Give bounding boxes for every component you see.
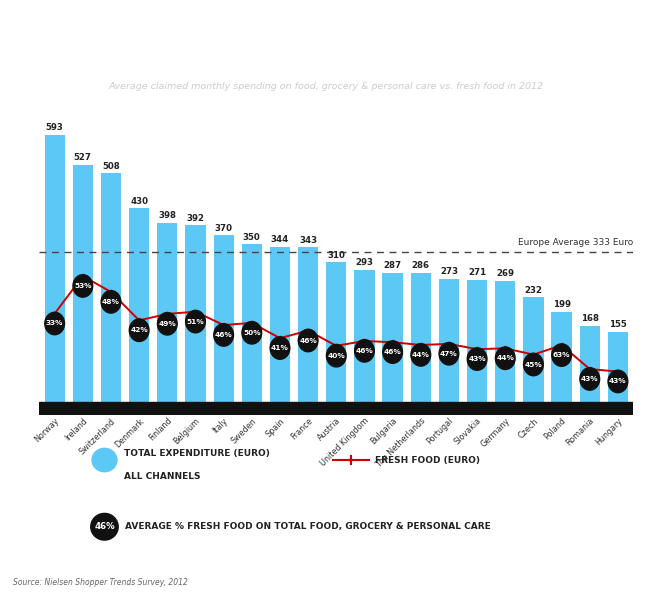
Text: 593: 593 — [46, 124, 63, 132]
Ellipse shape — [298, 329, 318, 352]
Bar — [326, 262, 347, 401]
Text: 155: 155 — [609, 320, 627, 329]
Text: 430: 430 — [130, 197, 148, 206]
Text: 46%: 46% — [299, 337, 317, 343]
Text: 43%: 43% — [609, 378, 627, 384]
Text: 199: 199 — [552, 300, 571, 309]
Bar — [355, 270, 375, 401]
Text: 63%: 63% — [553, 352, 570, 358]
Bar — [157, 223, 178, 401]
Text: 269: 269 — [496, 269, 515, 278]
Text: 46%: 46% — [215, 332, 232, 338]
Text: 46%: 46% — [384, 349, 402, 355]
Text: 40%: 40% — [327, 353, 345, 359]
Text: Europe Average 333 Euro: Europe Average 333 Euro — [518, 238, 633, 247]
Ellipse shape — [552, 344, 571, 366]
Bar — [523, 297, 543, 401]
Ellipse shape — [157, 312, 177, 335]
Bar — [467, 280, 487, 401]
Bar — [185, 225, 206, 401]
Text: 293: 293 — [355, 258, 374, 267]
Text: FRESH FOOD REPRESENTS 46% OF FOOD, GROCERY AND: FRESH FOOD REPRESENTS 46% OF FOOD, GROCE… — [114, 22, 539, 35]
Bar — [580, 326, 600, 401]
Text: 344: 344 — [271, 235, 289, 244]
Bar — [270, 247, 290, 401]
Text: 271: 271 — [468, 268, 486, 277]
Text: 46%: 46% — [94, 523, 115, 531]
Text: 46%: 46% — [356, 348, 374, 354]
Bar — [72, 165, 93, 401]
Bar — [101, 174, 121, 401]
Text: 43%: 43% — [581, 376, 599, 382]
Text: 286: 286 — [412, 261, 430, 270]
Ellipse shape — [524, 353, 543, 376]
Text: 392: 392 — [187, 214, 204, 223]
Ellipse shape — [496, 347, 515, 370]
Text: 33%: 33% — [46, 320, 63, 326]
Bar — [383, 273, 403, 401]
Text: 398: 398 — [158, 211, 176, 220]
Text: 41%: 41% — [271, 345, 289, 351]
Ellipse shape — [73, 275, 93, 297]
Ellipse shape — [92, 448, 117, 472]
Ellipse shape — [270, 337, 290, 359]
Bar — [129, 208, 150, 401]
Ellipse shape — [242, 322, 262, 344]
Ellipse shape — [383, 341, 402, 364]
Text: 50%: 50% — [243, 330, 261, 336]
Text: 350: 350 — [243, 233, 261, 242]
Bar — [608, 332, 628, 401]
Ellipse shape — [411, 343, 430, 366]
Ellipse shape — [91, 513, 118, 540]
Ellipse shape — [326, 345, 346, 367]
Bar — [495, 281, 515, 401]
Text: ALL CHANNELS: ALL CHANNELS — [124, 472, 200, 481]
Text: 53%: 53% — [74, 283, 91, 289]
Text: 43%: 43% — [468, 356, 486, 362]
Ellipse shape — [439, 342, 459, 365]
Ellipse shape — [129, 319, 149, 342]
Bar — [39, 401, 633, 429]
Bar — [298, 247, 318, 401]
Bar — [411, 273, 431, 401]
Text: Average claimed monthly spending on food, grocery & personal care vs. fresh food: Average claimed monthly spending on food… — [109, 82, 544, 91]
Text: FRESH FOOD (EURO): FRESH FOOD (EURO) — [375, 456, 481, 465]
Bar — [551, 312, 572, 401]
Bar — [439, 279, 459, 401]
Text: AVERAGE % FRESH FOOD ON TOTAL FOOD, GROCERY & PERSONAL CARE: AVERAGE % FRESH FOOD ON TOTAL FOOD, GROC… — [125, 523, 491, 531]
Text: 527: 527 — [74, 153, 92, 162]
Text: 44%: 44% — [496, 355, 514, 361]
Text: TOTAL EXPENDITURE (EURO): TOTAL EXPENDITURE (EURO) — [124, 449, 270, 458]
Text: 44%: 44% — [412, 352, 430, 358]
Text: 51%: 51% — [187, 319, 204, 325]
Text: 287: 287 — [383, 261, 402, 270]
Text: 47%: 47% — [440, 351, 458, 357]
Text: 343: 343 — [299, 236, 317, 245]
Text: 273: 273 — [440, 267, 458, 276]
Text: 310: 310 — [327, 250, 345, 259]
Ellipse shape — [355, 340, 374, 362]
Text: 48%: 48% — [102, 299, 120, 305]
Ellipse shape — [101, 290, 121, 313]
Ellipse shape — [608, 370, 628, 393]
Text: 45%: 45% — [524, 362, 542, 367]
Text: 49%: 49% — [159, 321, 176, 327]
Ellipse shape — [185, 311, 205, 333]
Text: 508: 508 — [102, 161, 120, 171]
Text: 370: 370 — [215, 224, 232, 233]
Ellipse shape — [468, 348, 487, 370]
Text: 232: 232 — [524, 286, 543, 295]
Text: PERSONAL CARE EXPENSES ACROSS EUROPE: PERSONAL CARE EXPENSES ACROSS EUROPE — [159, 48, 494, 61]
Text: Source: Nielsen Shopper Trends Survey, 2012: Source: Nielsen Shopper Trends Survey, 2… — [13, 578, 188, 587]
Text: 168: 168 — [581, 314, 599, 323]
Ellipse shape — [214, 324, 234, 346]
Text: 42%: 42% — [131, 327, 148, 333]
Bar — [242, 244, 262, 401]
Bar — [214, 235, 234, 401]
Ellipse shape — [45, 312, 65, 335]
Bar — [44, 135, 65, 401]
Ellipse shape — [580, 368, 599, 390]
